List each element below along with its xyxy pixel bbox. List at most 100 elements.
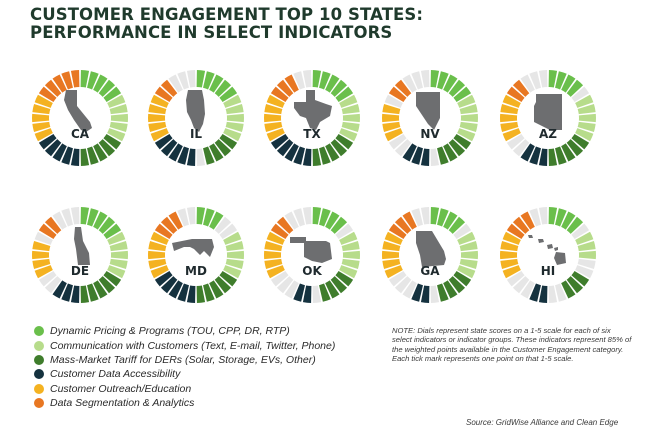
dial-tick <box>319 283 331 302</box>
legend-item: Mass-Market Tariff for DERs (Solar, Stor… <box>34 353 335 367</box>
dial-tick <box>330 216 348 234</box>
dial-tick <box>148 121 167 132</box>
dial-tick <box>394 276 412 294</box>
dial-tick <box>80 148 90 166</box>
dial-tick <box>460 113 478 123</box>
dial-tick <box>330 276 348 294</box>
dial-tick <box>512 216 530 234</box>
legend-swatch <box>34 398 44 409</box>
dial-tick <box>555 71 567 90</box>
dial-tick <box>575 128 594 142</box>
dial-ok: OK <box>264 207 360 303</box>
dial-tick <box>109 121 128 132</box>
dial-tick <box>411 283 423 302</box>
legend-label: Customer Data Accessibility <box>50 368 181 381</box>
dial-tick <box>70 148 80 166</box>
dial-tick <box>223 265 242 279</box>
state-label: TX <box>303 127 321 141</box>
dial-az: AZ <box>500 70 596 166</box>
dial-tick <box>575 265 594 279</box>
dial-tick <box>270 86 289 102</box>
dial-tick <box>430 70 440 88</box>
dial-tick <box>223 94 242 108</box>
dial-tick <box>457 265 476 279</box>
legend-swatch <box>34 383 44 394</box>
dial-tick <box>388 134 407 150</box>
state-label: GA <box>420 264 440 278</box>
dial-tick <box>388 271 407 287</box>
dial-tick <box>538 70 548 88</box>
dial-tick <box>577 241 596 252</box>
dial-tick <box>209 143 224 162</box>
dial-tick <box>203 146 215 165</box>
dial-tick <box>561 211 576 230</box>
dial-tick <box>107 94 126 108</box>
dial-tick <box>548 285 558 303</box>
dial-tick <box>168 74 183 93</box>
dial-tick <box>264 104 283 115</box>
dial-tick <box>342 113 360 123</box>
dial-tick <box>80 285 90 303</box>
dial-tick <box>571 223 590 239</box>
dial-tick <box>577 121 596 132</box>
dial-tick <box>577 104 596 115</box>
chart-title-line1: CUSTOMER ENGAGEMENT TOP 10 STATES: <box>30 5 424 24</box>
dial-tick <box>437 146 449 165</box>
dial-tick <box>284 143 299 162</box>
dial-tick <box>411 71 423 90</box>
legend-swatch <box>34 340 44 351</box>
dial-tick <box>312 207 322 225</box>
dial-tick <box>80 207 90 225</box>
dial-tick <box>512 139 530 157</box>
dial-tick <box>500 250 518 260</box>
dial-tick <box>284 74 299 93</box>
dial-tick <box>502 265 521 279</box>
dial-tick <box>150 128 169 142</box>
dial-tick <box>319 71 331 90</box>
dial-tick <box>98 276 116 294</box>
dial-tick <box>500 121 519 132</box>
dial-tick <box>302 207 312 225</box>
dial-tick <box>266 231 285 245</box>
dial-tick <box>276 139 294 157</box>
dial-tick <box>32 241 51 252</box>
state-label: OK <box>302 264 322 278</box>
dial-tick <box>459 258 478 269</box>
legend-swatch <box>34 326 44 337</box>
dial-tick <box>225 241 244 252</box>
dial-tick <box>555 146 567 165</box>
dial-tick <box>342 250 360 260</box>
dial-tick <box>394 139 412 157</box>
dial-tick <box>264 241 283 252</box>
dial-tick <box>443 143 458 162</box>
dial-tick <box>443 74 458 93</box>
dial-tick <box>38 223 57 239</box>
dial-tick <box>388 86 407 102</box>
dial-tick <box>566 216 584 234</box>
dial-tick <box>330 139 348 157</box>
dial-tick <box>578 250 596 260</box>
dial-tick <box>382 113 400 123</box>
dial-tick <box>335 271 354 287</box>
state-ok-map-icon <box>290 237 332 263</box>
dial-tick <box>150 94 169 108</box>
legend-item: Customer Outreach/Education <box>34 382 335 396</box>
legend-item: Communication with Customers (Text, E-ma… <box>34 338 335 352</box>
legend-label: Dynamic Pricing & Programs (TOU, CPP, DR… <box>50 325 290 338</box>
dial-tick <box>34 94 53 108</box>
state-md-map-icon <box>172 239 214 257</box>
dial-tick <box>38 271 57 287</box>
dial-tick <box>168 280 183 299</box>
dial-tick <box>402 280 417 299</box>
legend-item: Data Segmentation & Analytics <box>34 396 335 410</box>
state-az-map-icon <box>534 94 562 130</box>
dial-tick <box>457 128 476 142</box>
dial-tick <box>87 146 99 165</box>
dial-tick <box>196 285 206 303</box>
dial-tick <box>177 283 189 302</box>
dial-tick <box>186 285 196 303</box>
dial-tick <box>325 280 340 299</box>
dial-tick <box>70 70 80 88</box>
dial-tick <box>203 283 215 302</box>
dial-tick <box>420 148 430 166</box>
